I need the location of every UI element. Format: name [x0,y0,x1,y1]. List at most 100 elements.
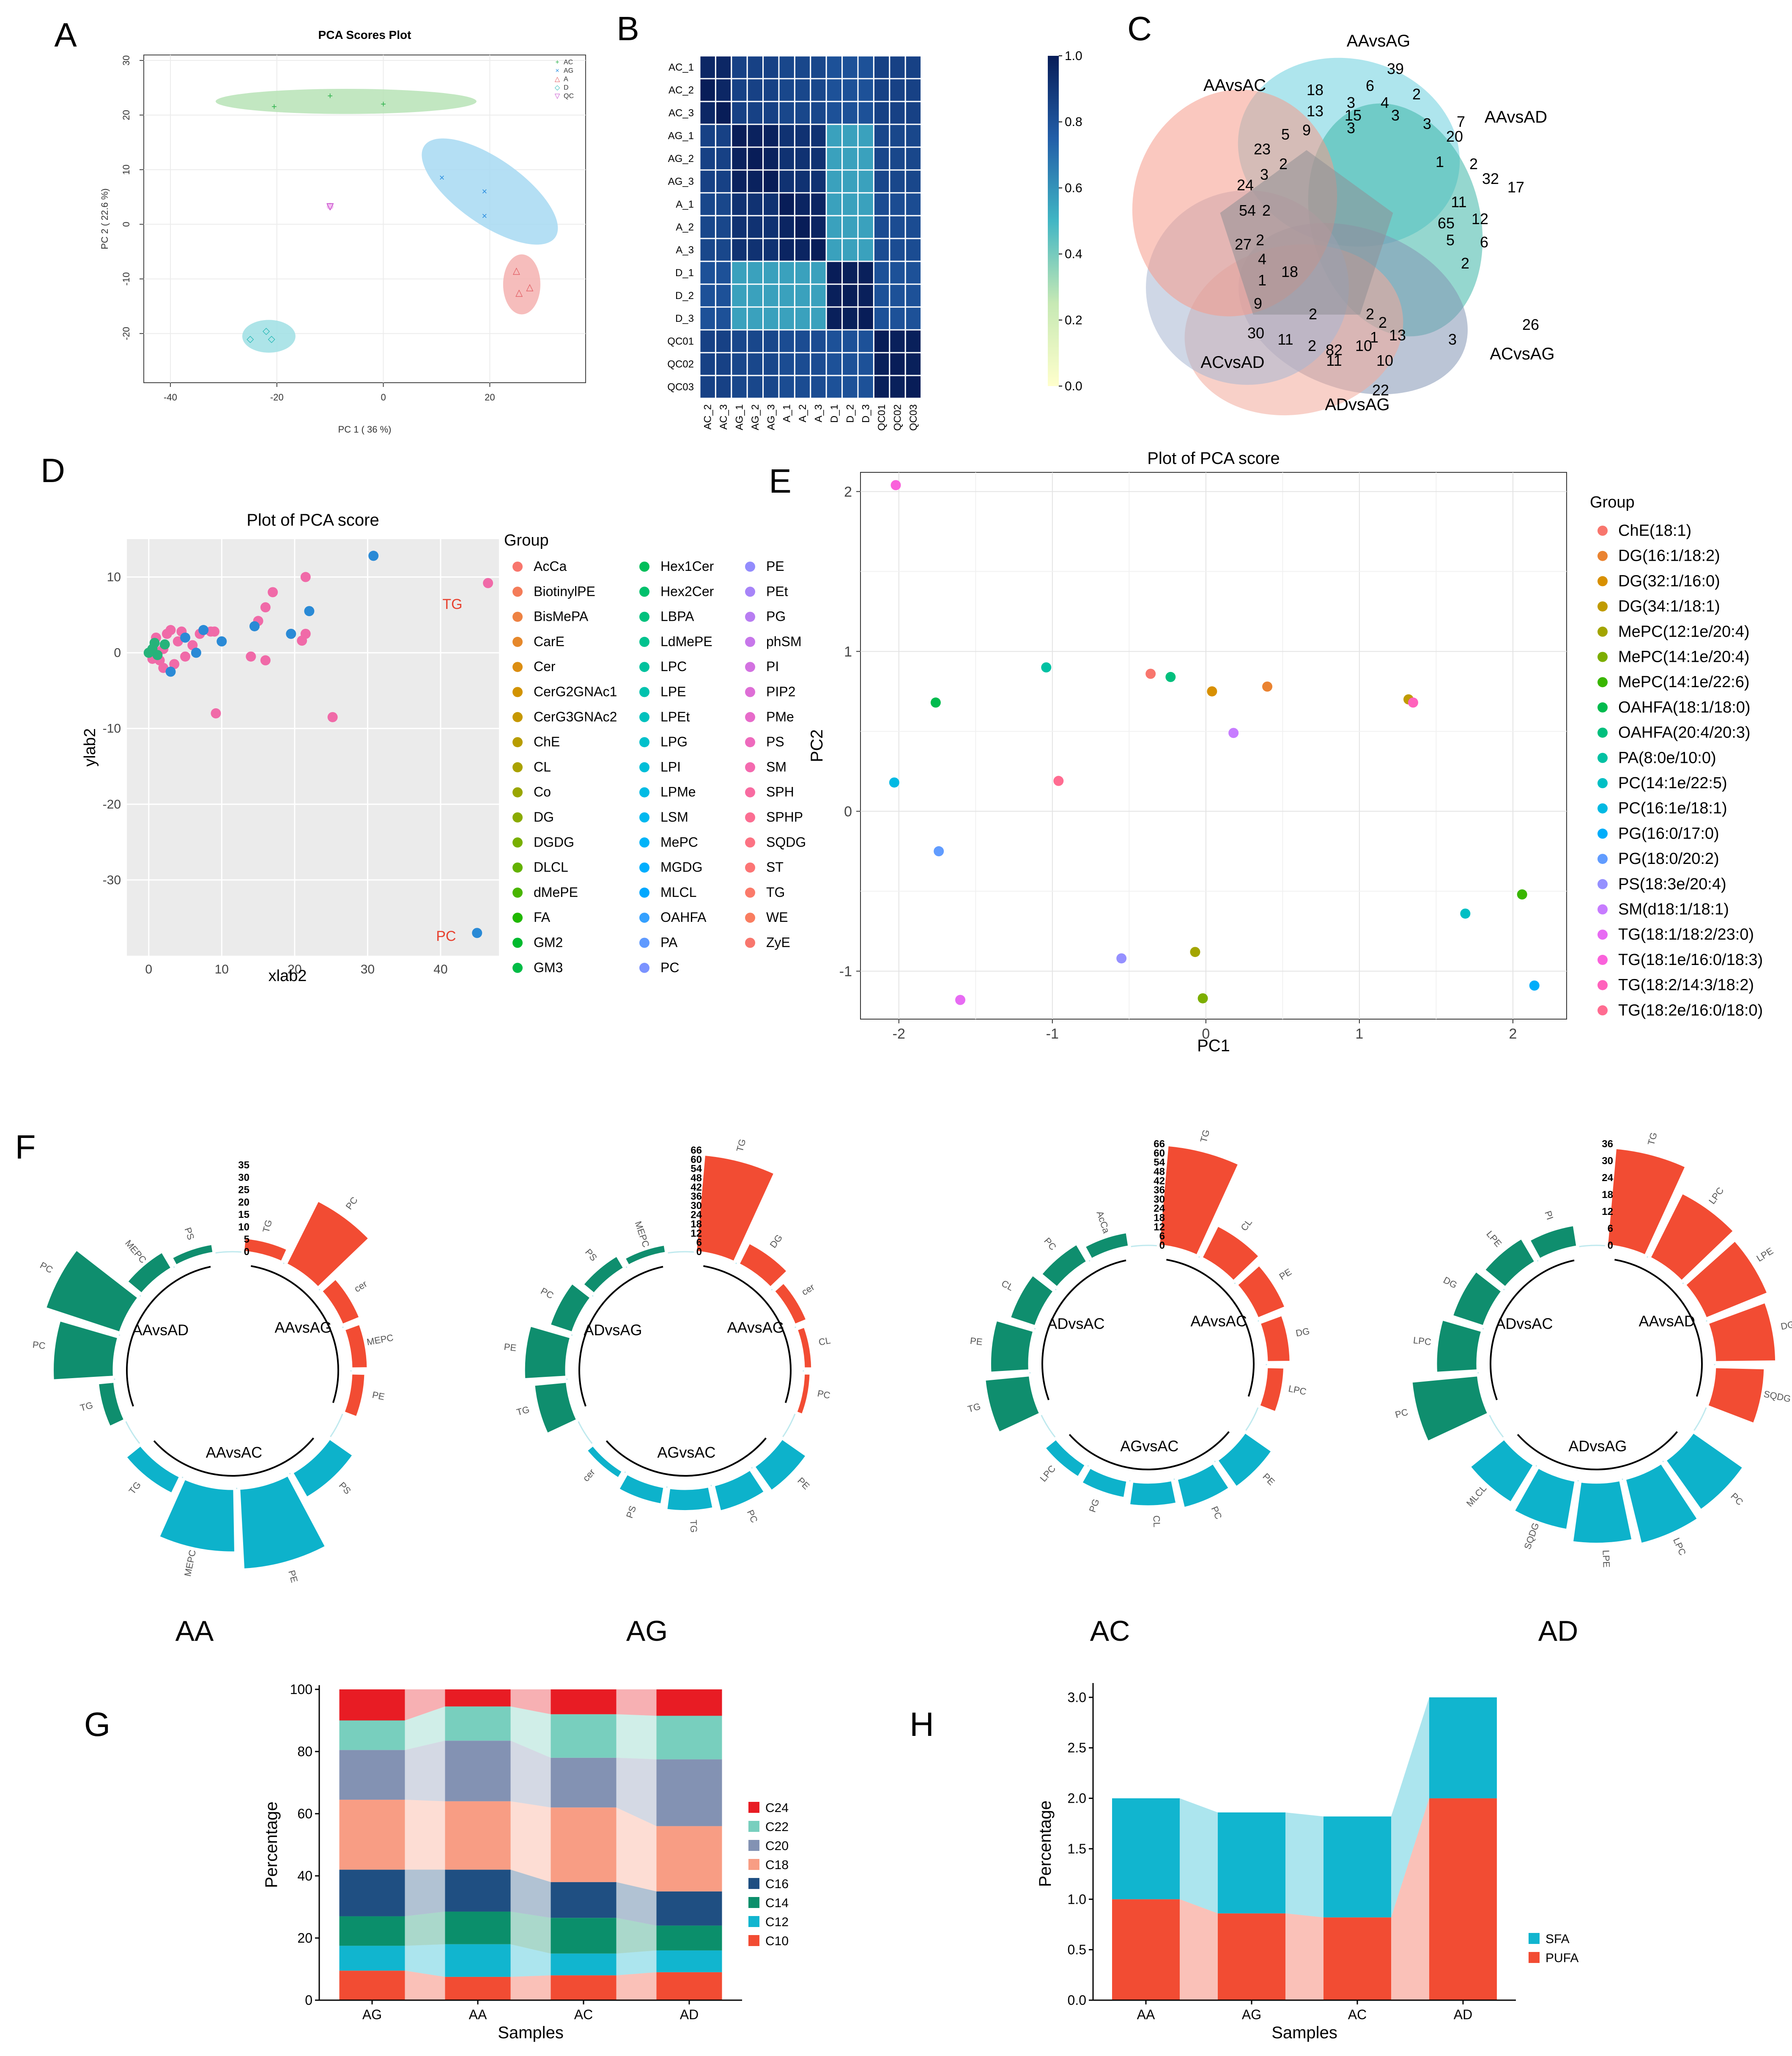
heatmap-cell [731,238,748,262]
bar-label: LPC [1288,1383,1307,1397]
bar-label: PC [745,1508,760,1524]
heatmap-cell [825,101,843,125]
y-tick-label: -20 [121,327,132,340]
heatmap-cell [731,55,748,79]
legend-swatch [1597,778,1608,788]
x-tick-label: AA [469,2007,487,2022]
bar-label: LPE [1484,1229,1504,1249]
bar-TG [241,1236,290,1265]
data-point [297,635,307,646]
venn-set-label: ACvsAG [1490,345,1554,363]
bar-label: LPE [1600,1550,1611,1568]
panel-G: 0 20 40 60 80 100 AG AA AC AD Samples Percentage C24… [262,1682,789,2042]
venn-set-label: ADvsAG [1325,395,1389,414]
heatmap-cell [699,123,716,148]
data-point [304,606,315,617]
y-tick-label: 0.5 [1068,1942,1086,1957]
heatmap-cell [857,238,874,262]
legend-label: DG(16:1/18:2) [1618,547,1720,565]
heatmap-cell [794,123,811,148]
bar-MEPC [622,1242,669,1268]
heatmap-cell [715,352,732,376]
data-point [152,650,163,661]
heatmap-cell [731,101,748,125]
bar-PE [341,1371,367,1420]
x-axis-label: PC 1 ( 36 %) [338,424,392,435]
legend-label: PI [766,659,779,674]
legend-label: MePC(14:1e/22:6) [1618,673,1750,691]
legend-label: LPC [660,659,687,674]
venn-count: 9 [1302,121,1311,139]
panel-F-AD: TG LPC LPE DG SQDG AAvsAD PC LPC LPE SQDG MLCL ADvs… [1394,1131,1792,1647]
legend-swatch [745,587,755,597]
legend-swatch [1597,904,1608,915]
radial-tick-label: 66 [1154,1138,1165,1150]
heatmap-cell [889,375,906,399]
legend-swatch [745,938,755,948]
legend-symbol: △ [555,76,560,83]
bar-AcCa [1082,1230,1132,1262]
heatmap-cell [794,78,811,102]
flow-band-PUFA [1285,1913,1323,2000]
radial-tick-label: 35 [238,1160,249,1171]
data-point-AC: + [271,101,277,112]
radial-tick-label: 0 [1608,1240,1613,1251]
bar-LPE [1570,1478,1635,1546]
legend-swatch [639,562,649,572]
row-label: QC01 [667,336,694,347]
venn-count: 7 [1457,113,1465,130]
bar-cer [318,1276,363,1327]
group-arc [703,1265,792,1403]
y-tick-label: -30 [103,873,121,887]
data-point [246,651,256,662]
heatmap-cell [699,78,716,102]
heatmap-cell [762,192,780,217]
legend-swatch [639,636,649,647]
venn-count: 17 [1507,178,1524,196]
confidence-ellipse-A [503,254,540,315]
legend-label: DLCL [534,860,568,875]
panel-B: AC_1 AC_2 AC_3 AG_1 AG_2 AG_3 A_1 A_2 A_3 D_1 D_2 D… [667,49,1082,431]
heatmap-cell [762,123,780,148]
group-arc [1614,1258,1703,1397]
flow-band-C10 [510,1975,551,2000]
legend-label: TG(18:1/18:2/23:0) [1618,926,1754,943]
x-tick-label: 40 [433,962,447,976]
y-tick-label: 0 [121,222,132,227]
legend-swatch [512,837,523,848]
bar-label: PI [1543,1209,1555,1221]
data-point [286,628,296,639]
heatmap-cell [841,329,859,354]
legend-label: C16 [765,1877,789,1891]
heatmap-cell [810,329,827,354]
flow-band-C20 [510,1741,551,1808]
heatmap-cell [810,146,827,171]
radial-tick-label: 54 [1154,1157,1165,1168]
heatmap-cell [794,169,811,194]
legend-swatch [1597,626,1608,637]
legend-swatch [512,636,523,647]
heatmap-cell [699,329,716,354]
heatmap-cell [841,101,859,125]
data-point [249,621,260,631]
heatmap-cell [794,146,811,171]
flow-band-C14 [405,1911,445,1946]
heatmap-cell [857,101,874,125]
colorbar-tick-label: 0.0 [1065,379,1082,393]
legend-swatch [1597,753,1608,763]
bar-label: PS [624,1504,638,1519]
heatmap-cell [778,192,795,217]
confidence-ellipse-D [242,320,296,353]
venn-count: 12 [1471,210,1488,228]
flow-band-C20 [405,1741,445,1801]
bar-MEPC [124,1249,175,1297]
bar-PI [1526,1223,1580,1262]
data-point [483,578,493,588]
bar-label: cer [800,1282,816,1297]
legend-label: SM(d18:1/18:1) [1618,901,1729,918]
radial-tick-label: 0 [1159,1240,1165,1251]
flow-band-C22 [510,1706,551,1758]
flow-band-C24 [510,1689,551,1714]
row-label: A_3 [676,244,694,256]
bar-LPC [1256,1365,1287,1415]
